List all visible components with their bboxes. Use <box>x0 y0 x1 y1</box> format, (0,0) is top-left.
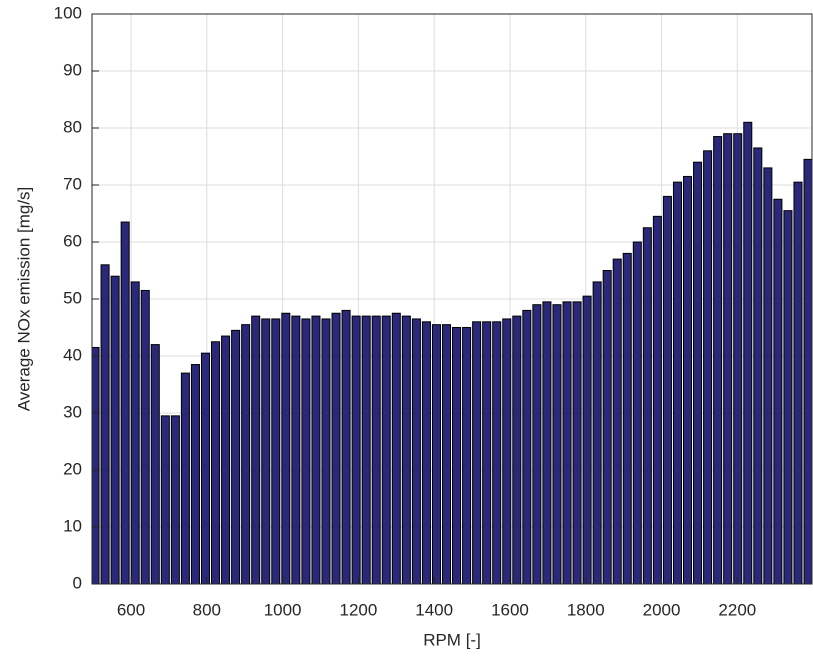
bar <box>522 309 532 584</box>
bar <box>401 315 411 584</box>
bar <box>291 315 301 584</box>
bar <box>592 281 602 584</box>
bar <box>723 133 733 584</box>
bar <box>251 315 261 584</box>
bar <box>261 318 271 584</box>
bar <box>441 324 452 584</box>
bar <box>502 318 512 584</box>
bar <box>682 175 693 584</box>
bar <box>130 281 140 584</box>
bar <box>602 270 612 584</box>
bar <box>622 252 632 584</box>
x-tick-label: 600 <box>117 600 145 619</box>
y-tick-label: 90 <box>63 60 82 79</box>
bar <box>492 321 502 584</box>
bar <box>221 335 231 584</box>
x-axis-label: RPM [-] <box>423 630 481 649</box>
bar <box>652 215 662 584</box>
bar <box>773 198 783 584</box>
bar <box>753 147 763 584</box>
bar <box>562 301 572 584</box>
y-tick-label: 40 <box>63 345 82 364</box>
bar <box>421 321 431 584</box>
bar-layer <box>92 121 812 584</box>
y-tick-label: 0 <box>73 573 82 592</box>
bar <box>552 304 562 584</box>
bar <box>92 346 100 584</box>
bar <box>431 324 441 584</box>
bar <box>361 315 371 584</box>
bar <box>241 324 251 584</box>
bar <box>693 161 703 584</box>
bar <box>150 344 160 584</box>
y-tick-label: 60 <box>63 231 82 250</box>
bar <box>190 364 200 584</box>
bar <box>180 372 190 584</box>
bar <box>411 318 421 584</box>
bar <box>120 221 130 584</box>
bar <box>281 312 291 584</box>
bar <box>331 312 341 584</box>
x-tick-label: 1200 <box>339 600 377 619</box>
plot-frame <box>91 13 813 585</box>
bar <box>452 327 462 584</box>
bar <box>803 158 812 584</box>
axis-layer: 0 10 20 30 40 50 60 70 80 90 100 600 800 1000 1200 1400… <box>54 3 813 619</box>
bar <box>391 312 401 584</box>
bar <box>532 304 542 584</box>
bar <box>632 241 642 584</box>
bar <box>211 341 221 584</box>
bar <box>231 329 241 584</box>
bar <box>793 181 803 584</box>
y-tick-label: 10 <box>63 516 82 535</box>
bar <box>271 318 281 584</box>
bar <box>351 315 361 584</box>
bar <box>371 315 381 584</box>
bar <box>713 136 723 584</box>
bar <box>472 321 482 584</box>
bar <box>321 318 331 584</box>
bar <box>341 309 351 584</box>
x-tick-label: 1800 <box>567 600 605 619</box>
x-tick-label: 2200 <box>718 600 756 619</box>
y-tick-label: 20 <box>63 459 82 478</box>
bar <box>301 318 311 584</box>
bar <box>200 352 211 584</box>
y-tick-label: 30 <box>63 402 82 421</box>
bar <box>582 295 592 584</box>
x-tick-label: 1000 <box>264 600 302 619</box>
bar <box>783 210 793 584</box>
bar <box>703 150 713 584</box>
bar <box>170 415 180 584</box>
bar <box>311 315 321 584</box>
bar <box>381 315 391 584</box>
x-tick-label: 1600 <box>491 600 529 619</box>
bar <box>612 258 622 584</box>
bar <box>733 133 743 584</box>
x-tick-label: 800 <box>193 600 221 619</box>
y-tick-label: 100 <box>54 3 82 22</box>
bar <box>662 195 672 584</box>
x-tick-label: 1400 <box>415 600 453 619</box>
bar <box>672 181 682 584</box>
bar <box>512 315 522 584</box>
bar <box>482 321 492 584</box>
y-tick-label: 80 <box>63 117 82 136</box>
y-tick-label: 50 <box>63 288 82 307</box>
y-tick-label: 70 <box>63 174 82 193</box>
bar <box>763 167 773 584</box>
bar <box>572 301 582 584</box>
x-tick-label: 2000 <box>643 600 681 619</box>
y-axis-label: Average NOx emission [mg/s] <box>14 187 33 412</box>
bar <box>542 301 552 584</box>
bar <box>100 264 110 584</box>
bar <box>743 121 753 584</box>
bar <box>160 415 170 584</box>
bar <box>110 275 120 584</box>
bar <box>642 227 652 584</box>
bar <box>462 327 472 584</box>
bar <box>140 289 150 584</box>
